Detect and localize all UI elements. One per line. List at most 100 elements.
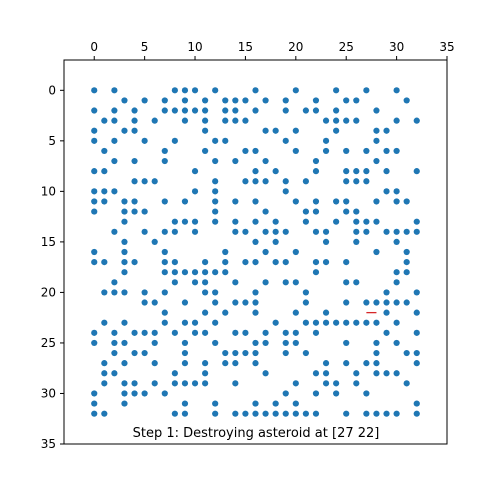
asteroid-point [161,269,168,276]
asteroid-point [202,370,209,377]
asteroid-point [353,178,360,185]
asteroid-point [181,218,189,225]
asteroid-point [302,218,309,225]
asteroid-point [91,248,98,256]
chart-caption: Step 1: Destroying asteroid at [27 22] [133,426,380,441]
asteroid-point [383,168,390,175]
asteroid-point [101,319,108,326]
asteroid-point [393,370,400,377]
asteroid-point [322,228,330,235]
asteroid-point [202,329,209,336]
y-tick-label: 30 [41,386,56,400]
asteroid-point [111,137,118,144]
asteroid-point [121,390,128,397]
asteroid-point [403,97,410,104]
asteroid-point [121,289,128,296]
asteroid-point [171,137,178,144]
asteroid-point [363,168,370,175]
asteroid-point [91,198,98,205]
asteroid-point [312,410,320,417]
asteroid-point [262,97,269,104]
asteroid-point [212,218,219,225]
asteroid-point [322,319,330,326]
asteroid-point [212,87,219,94]
asteroid-point [282,228,289,235]
asteroid-point [111,329,118,336]
asteroid-point [353,319,360,326]
asteroid-point [282,97,289,104]
y-tick-label: 20 [41,285,56,299]
asteroid-point [282,137,289,144]
asteroid-point [302,289,309,296]
asteroid-point [171,370,178,377]
asteroid-point [363,410,370,417]
asteroid-point [292,248,299,256]
asteroid-point [413,410,420,417]
asteroid-point [333,380,340,387]
asteroid-point [191,218,199,225]
asteroid-point [312,198,320,205]
asteroid-point [181,117,189,124]
asteroid-point [373,349,380,357]
asteroid-point [181,269,189,276]
x-tick-label: 35 [439,40,454,54]
asteroid-point [151,178,158,185]
asteroid-point [111,349,118,357]
asteroid-point [202,380,209,387]
asteroid-point [232,117,239,124]
asteroid-point [131,380,138,387]
asteroid-point [171,218,178,225]
asteroid-point [212,137,219,144]
asteroid-point [282,390,289,397]
asteroid-point [312,329,320,336]
asteroid-point [161,390,168,397]
asteroid-point [111,87,118,94]
asteroid-point [393,228,400,235]
asteroid-point [171,279,178,286]
asteroid-point [413,349,420,357]
asteroid-point [413,289,420,296]
asteroid-point [202,269,209,276]
asteroid-point [343,97,350,104]
asteroid-point [212,289,219,296]
asteroid-point [91,208,98,215]
asteroid-point [343,259,350,266]
asteroid-point [232,349,239,357]
asteroid-point [222,248,229,256]
asteroid-point [91,87,98,94]
asteroid-point [393,198,400,205]
asteroid-point [151,117,158,124]
asteroid-point [322,309,330,316]
asteroid-point [262,228,269,235]
asteroid-point [312,319,320,326]
asteroid-point [101,380,108,387]
asteroid-point [252,259,259,266]
asteroid-point [403,299,410,306]
asteroid-point [292,309,299,316]
asteroid-point [373,360,380,367]
asteroid-point [212,319,219,326]
asteroid-point [101,117,108,124]
asteroid-point [383,289,390,296]
asteroid-point [171,259,178,266]
asteroid-point [202,97,209,104]
asteroid-point [111,117,118,124]
asteroid-point [181,339,189,347]
asteroid-point [91,168,98,175]
asteroid-point [252,309,259,316]
asteroid-point [363,218,370,225]
asteroid-point [171,269,178,276]
asteroid-point [272,238,279,245]
asteroid-point [242,178,249,185]
asteroid-point [121,218,128,225]
asteroid-point [343,339,350,347]
asteroid-point [121,208,128,215]
asteroid-point [383,147,390,155]
asteroid-point [222,117,229,124]
asteroid-point [302,349,309,357]
asteroid-point [353,228,360,235]
asteroid-point [343,178,350,185]
asteroid-point [242,97,249,104]
asteroid-point [322,259,330,266]
asteroid-point [232,410,239,417]
